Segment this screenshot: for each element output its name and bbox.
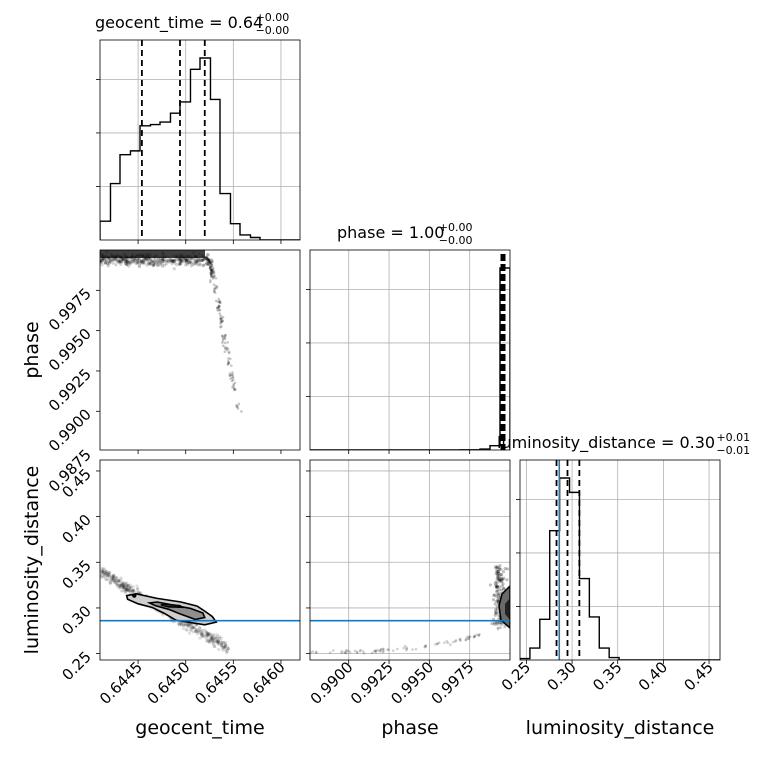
y-tick-label: 0.9975	[45, 284, 95, 334]
title-sup: +0.01	[716, 431, 750, 444]
sample-point	[132, 593, 137, 598]
x-axis-label-geocent_time: geocent_time	[135, 717, 264, 739]
y-tick-label: 0.40	[58, 511, 94, 547]
panel-frame	[519, 459, 721, 661]
title-phase: phase = 1.00	[337, 223, 444, 242]
x-tick-label: 0.30	[544, 658, 580, 694]
x-axis-label-phase: phase	[381, 717, 438, 739]
panel-frame	[99, 459, 301, 661]
histogram-phase	[310, 267, 510, 450]
scatter-panel-geocent_time-vs-phase	[99, 249, 301, 451]
scatter-panel-geocent_time-vs-luminosity_distance	[99, 459, 301, 661]
x-tick-label: 0.6455	[191, 658, 241, 708]
histogram-luminosity_distance	[520, 477, 720, 660]
histogram-geocent_time	[100, 57, 300, 240]
x-tick-label: 0.35	[589, 658, 625, 694]
title-geocent_time: geocent_time = 0.64	[95, 13, 263, 33]
title-sub: −0.00	[256, 24, 290, 37]
y-axis-label-luminosity_distance: luminosity_distance	[21, 466, 43, 655]
y-tick-label: 0.9900	[45, 405, 95, 455]
x-tick-label: 0.40	[635, 658, 671, 694]
title-luminosity_distance: luminosity_distance = 0.30	[497, 433, 715, 453]
y-tick-label: 0.9950	[45, 325, 95, 375]
title-sup: +0.00	[439, 221, 473, 234]
y-tick-label: 0.30	[58, 602, 94, 638]
x-axis-label-luminosity_distance: luminosity_distance	[526, 717, 715, 739]
scatter-panel-phase-vs-luminosity_distance	[309, 459, 511, 661]
y-tick-label: 0.25	[58, 648, 94, 684]
contour-level	[498, 584, 510, 630]
x-tick-label: 0.6460	[239, 658, 289, 708]
x-tick-label: 0.6450	[144, 658, 194, 708]
sample-points	[100, 250, 243, 413]
y-tick-label: 0.35	[58, 556, 94, 592]
title-sup: +0.00	[256, 11, 290, 24]
panel-frame	[309, 249, 511, 451]
panel-frame	[309, 459, 511, 661]
sample-points	[100, 566, 231, 655]
x-tick-label: 0.9975	[428, 658, 478, 708]
x-tick-label: 0.9925	[347, 658, 397, 708]
density-core	[100, 250, 205, 258]
x-tick-label: 0.9900	[307, 658, 357, 708]
title-sub: −0.01	[716, 444, 750, 457]
hist-panel-geocent_time	[96, 39, 301, 241]
title-sub: −0.00	[439, 234, 473, 247]
contour-level	[505, 598, 510, 620]
x-tick-label: 0.6445	[96, 658, 146, 708]
hist-panel-luminosity_distance	[516, 459, 721, 661]
panel-frame	[99, 249, 301, 451]
sample-points	[310, 564, 510, 655]
hist-panel-phase	[306, 249, 511, 451]
contour-level	[160, 603, 185, 609]
x-tick-label: 0.9950	[387, 658, 437, 708]
y-axis-label-phase: phase	[21, 321, 43, 378]
panel-frame	[99, 39, 301, 241]
x-tick-label: 0.25	[498, 658, 534, 694]
x-tick-label: 0.45	[681, 658, 717, 694]
y-tick-label: 0.9925	[45, 365, 95, 415]
